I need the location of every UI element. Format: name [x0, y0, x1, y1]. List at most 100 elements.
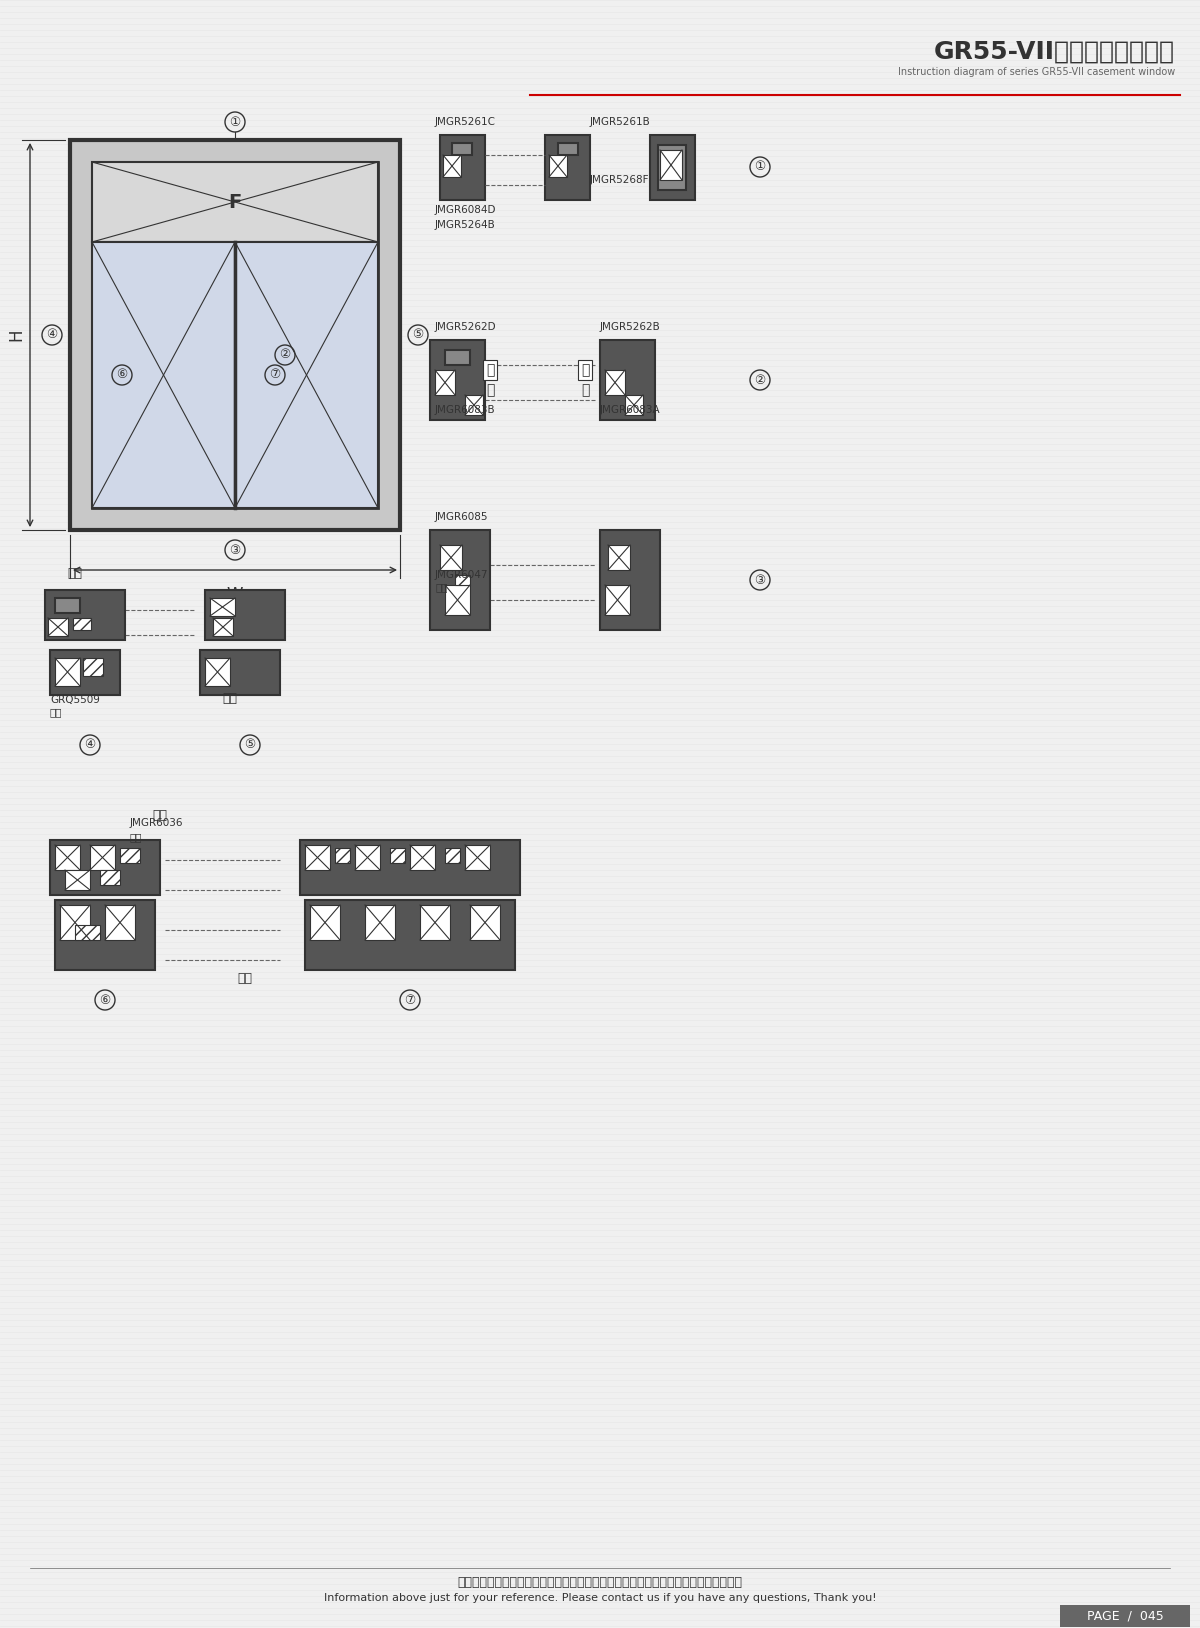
Text: PAGE  /  045: PAGE / 045	[1087, 1610, 1163, 1623]
Text: JMGR5261C: JMGR5261C	[436, 117, 496, 127]
Bar	[558, 143, 578, 155]
Bar	[445, 350, 470, 365]
Text: ⑤: ⑤	[245, 739, 256, 752]
Bar	[430, 340, 485, 420]
Text: 外: 外	[581, 383, 589, 397]
Bar	[466, 845, 490, 869]
Bar	[355, 845, 380, 869]
Bar	[300, 840, 520, 895]
Text: ⑤: ⑤	[413, 329, 424, 342]
Bar	[310, 905, 340, 939]
Bar	[365, 905, 395, 939]
Text: 室外: 室外	[222, 692, 238, 705]
Text: JMGR5262D: JMGR5262D	[436, 322, 497, 332]
Bar	[100, 869, 120, 886]
Bar	[92, 243, 235, 508]
Bar	[625, 396, 643, 415]
Bar	[1060, 1605, 1190, 1626]
Text: ①: ①	[755, 161, 766, 174]
Text: ①: ①	[229, 116, 241, 129]
Text: GRQ5509: GRQ5509	[50, 695, 100, 705]
Text: 角码: 角码	[436, 581, 448, 593]
Text: ④: ④	[47, 329, 58, 342]
Bar	[445, 584, 470, 615]
Bar	[440, 135, 485, 200]
Bar	[605, 584, 630, 615]
Bar	[60, 905, 90, 939]
Text: JMGR6083B: JMGR6083B	[436, 405, 496, 415]
Bar	[550, 155, 568, 177]
Text: JMGR5262B: JMGR5262B	[600, 322, 661, 332]
Text: ⑥: ⑥	[100, 993, 110, 1006]
Bar	[445, 848, 460, 863]
Bar	[335, 848, 350, 863]
Bar	[120, 848, 140, 863]
Text: W: W	[227, 586, 244, 604]
Bar	[55, 658, 80, 685]
Bar	[50, 840, 160, 895]
Bar	[466, 396, 482, 415]
Text: ⑥: ⑥	[116, 368, 127, 381]
Bar	[605, 370, 625, 396]
Bar	[608, 545, 630, 570]
Text: JMGR5264B: JMGR5264B	[436, 220, 496, 230]
Bar	[205, 658, 230, 685]
Bar	[443, 155, 461, 177]
Text: 室外: 室外	[238, 972, 252, 985]
Text: GR55-VII系列外平窗结构图: GR55-VII系列外平窗结构图	[934, 41, 1175, 63]
Text: JMGR6084D: JMGR6084D	[436, 205, 497, 215]
Bar	[92, 163, 378, 508]
Text: 室: 室	[581, 363, 589, 378]
Text: Instruction diagram of series GR55-VII casement window: Instruction diagram of series GR55-VII c…	[898, 67, 1175, 77]
Bar	[470, 905, 500, 939]
Bar	[74, 925, 100, 939]
Text: ④: ④	[84, 739, 96, 752]
Bar	[210, 597, 235, 615]
Text: JMGR5268F: JMGR5268F	[590, 174, 649, 186]
Bar	[48, 619, 68, 637]
Bar	[200, 650, 280, 695]
Text: H: H	[7, 329, 25, 342]
Text: JMGR6083A: JMGR6083A	[600, 405, 661, 415]
Text: 图中所示型材截面、装配、编号、尺寸及重量仅供参考。如有疑问，请向本公司查询。: 图中所示型材截面、装配、编号、尺寸及重量仅供参考。如有疑问，请向本公司查询。	[457, 1576, 743, 1589]
Text: ②: ②	[280, 348, 290, 361]
Bar	[50, 650, 120, 695]
Bar	[90, 845, 115, 869]
Text: JMGR6085: JMGR6085	[436, 511, 488, 523]
Bar	[305, 900, 515, 970]
Bar	[440, 545, 462, 570]
Bar	[55, 845, 80, 869]
Bar	[55, 900, 155, 970]
Text: ⑦: ⑦	[404, 993, 415, 1006]
Bar	[600, 340, 655, 420]
Text: JMGR6036: JMGR6036	[130, 817, 184, 829]
Bar	[455, 575, 470, 584]
Bar	[650, 135, 695, 200]
Text: 室内: 室内	[152, 809, 168, 822]
Text: 室: 室	[486, 363, 494, 378]
Text: 角码: 角码	[130, 832, 143, 842]
Text: ③: ③	[755, 573, 766, 586]
Text: JMGR5261B: JMGR5261B	[590, 117, 650, 127]
Text: Information above just for your reference. Please contact us if you have any que: Information above just for your referenc…	[324, 1594, 876, 1604]
Bar	[305, 845, 330, 869]
Bar	[436, 370, 455, 396]
Bar	[83, 658, 103, 676]
Bar	[65, 869, 90, 891]
Bar	[390, 848, 406, 863]
Bar	[73, 619, 91, 630]
Text: 室内: 室内	[67, 567, 83, 580]
Text: ⑦: ⑦	[269, 368, 281, 381]
Bar	[205, 589, 286, 640]
Text: ③: ③	[229, 544, 241, 557]
Bar	[214, 619, 233, 637]
Bar	[106, 905, 134, 939]
Bar	[235, 243, 378, 508]
Bar	[658, 145, 686, 190]
Text: F: F	[228, 192, 241, 212]
Bar	[545, 135, 590, 200]
Text: 角码: 角码	[50, 707, 62, 716]
Bar	[410, 845, 436, 869]
Bar	[600, 531, 660, 630]
Bar	[430, 531, 490, 630]
